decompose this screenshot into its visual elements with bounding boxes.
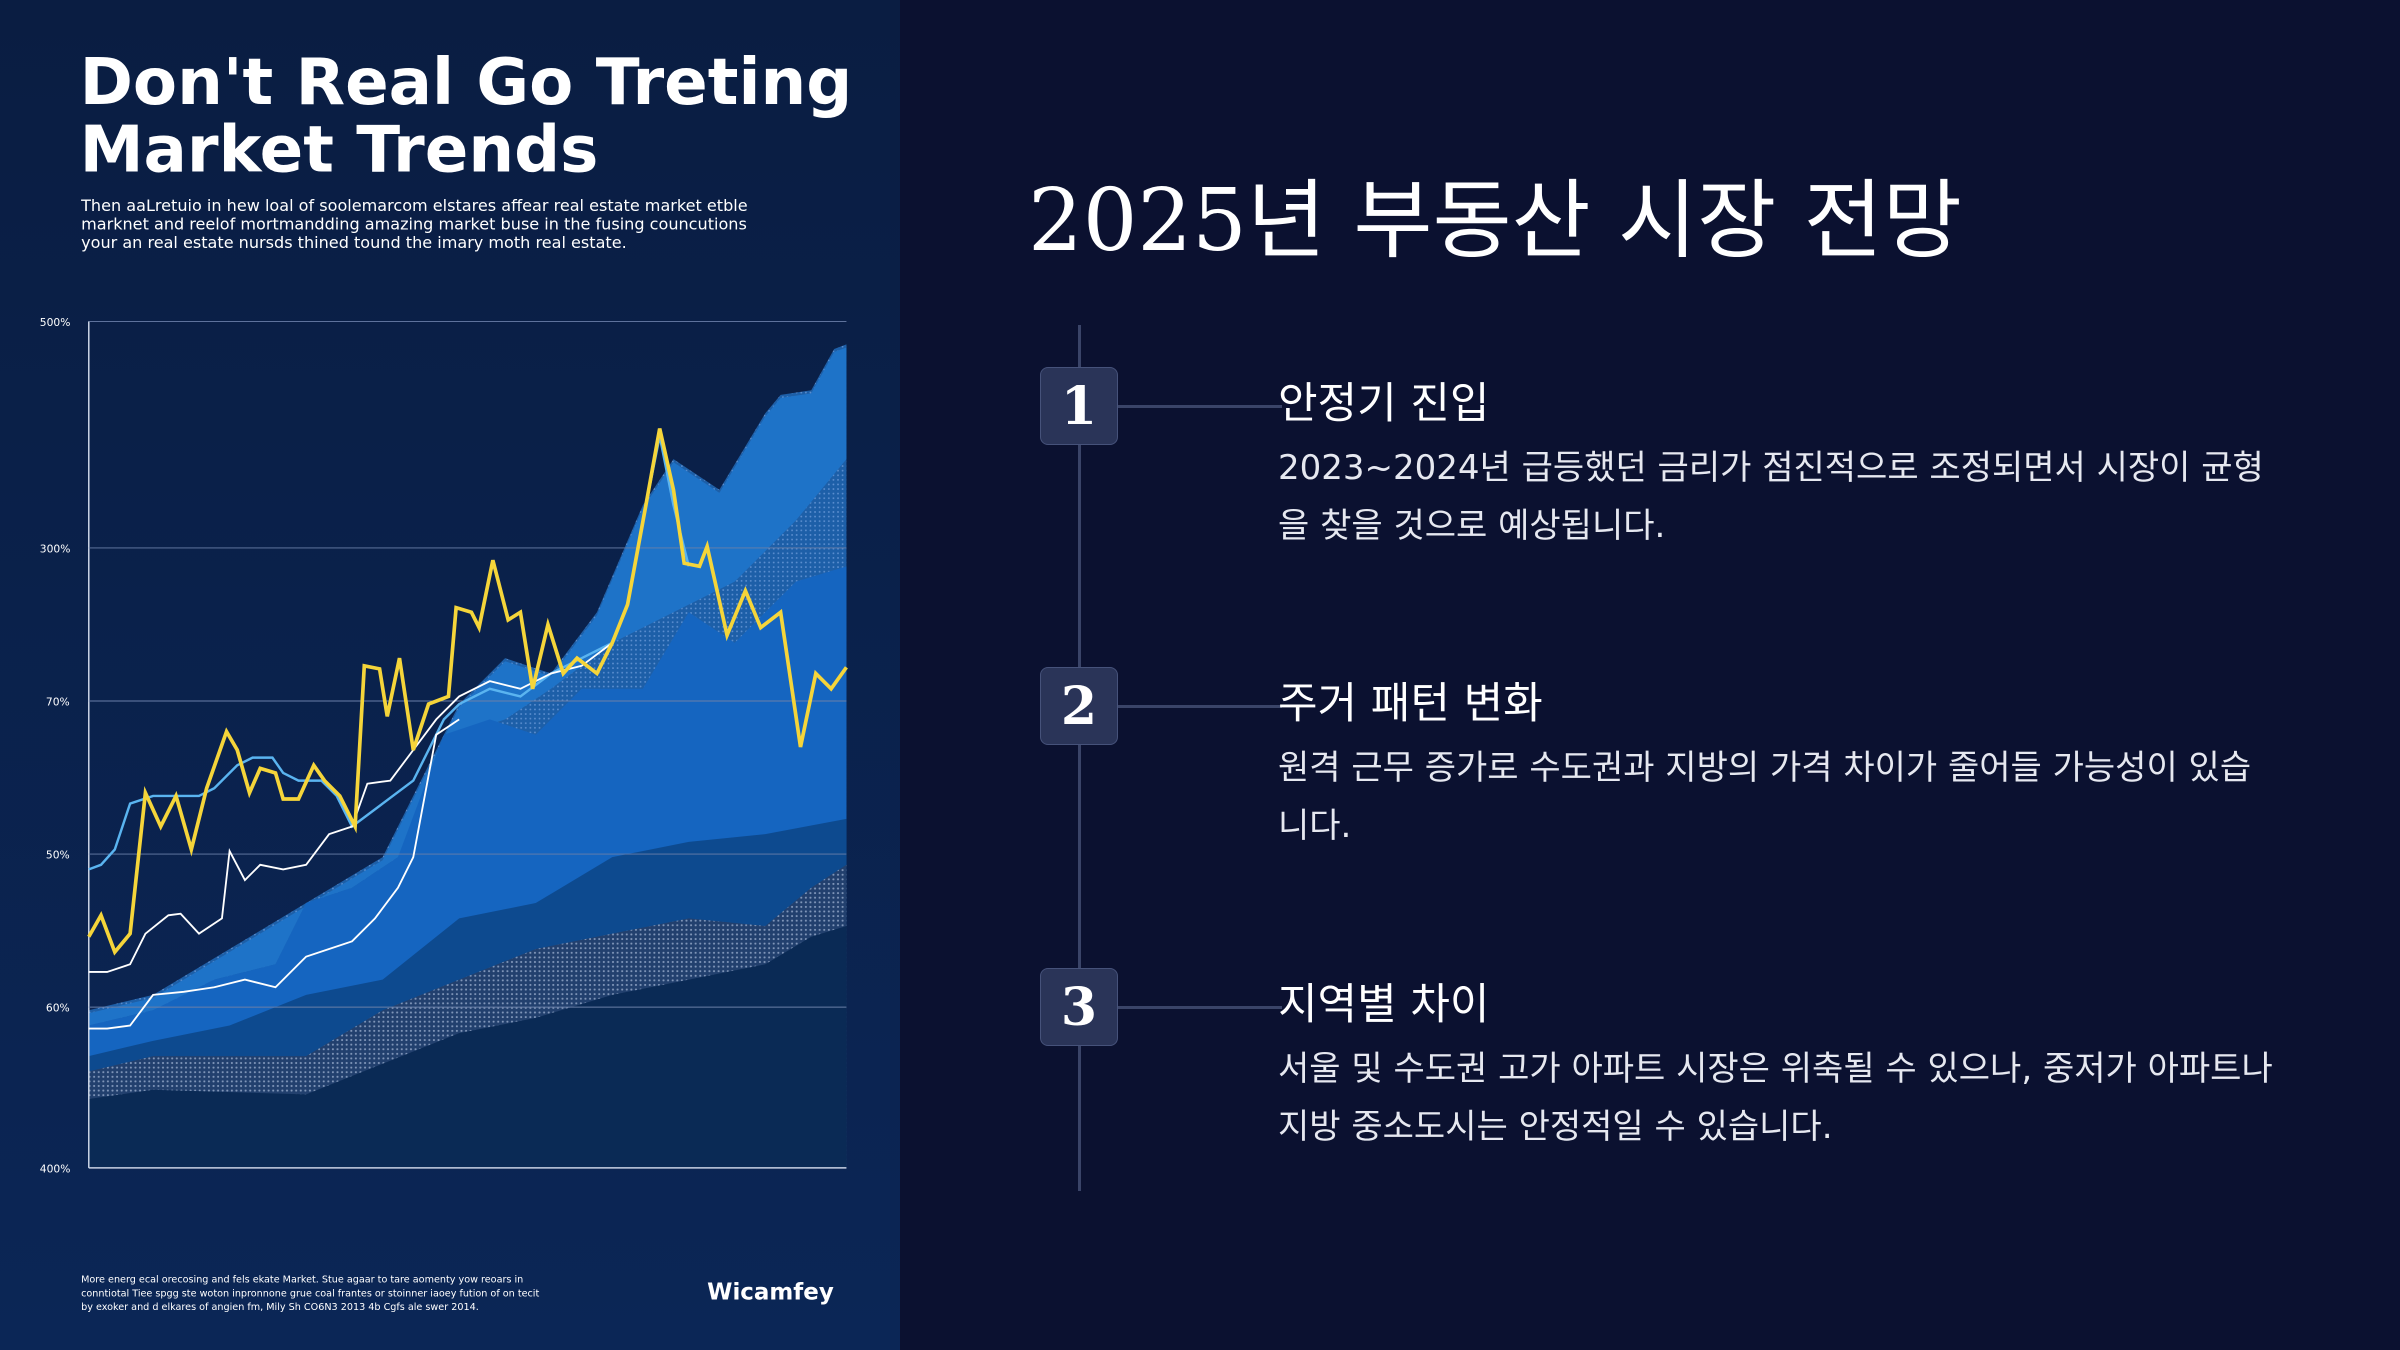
poster-chart: 500% 300% 70% 50% 60% 400% [40,316,848,1175]
poster-description: marknet and reelof mortmandding amazing … [81,215,747,234]
y-axis-label: 500% [40,316,71,329]
connector [1118,1006,1282,1009]
item-heading: 안정기 진입 [1278,379,1490,429]
poster-title: Don't Real Go Treting [80,45,853,120]
poster-description: Then aaLretuio in hew loal of soolemarco… [80,196,748,215]
area [88,926,847,1168]
connector [1118,705,1282,708]
poster-logo: Wicamfey [707,1279,834,1305]
y-axis-label: 400% [40,1162,71,1175]
y-axis-label: 300% [40,543,71,556]
item-heading: 주거 패턴 변화 [1278,679,1543,729]
slide-title: 2025년 부동산 시장 전망 [1028,171,1962,271]
timeline [1078,325,1081,1191]
connector [1118,405,1282,408]
line [88,642,613,973]
item-body: 서울 및 수도권 고가 아파트 시장은 위축될 수 있으나, 중저가 아파트나 … [1278,1049,2273,1147]
poster-description: your an real estate nursds thined tound … [81,233,627,252]
item-number: 1 [1040,367,1118,445]
item-body: 원격 근무 증가로 수도권과 지방의 가격 차이가 줄어들 가능성이 있습니다. [1278,748,2252,846]
y-axis-label: 70% [46,696,70,709]
item-heading: 지역별 차이 [1278,980,1490,1030]
line [88,718,460,1030]
line [87,428,848,956]
poster-footer: More energ ecal orecosing and fels ekate… [81,1275,523,1286]
poster-footer: by exoker and d elkares of angien fm, Mi… [81,1302,479,1313]
item-body: 2023~2024년 급등했던 금리가 점진적으로 조정되면서 시장이 균형을 … [1278,448,2264,546]
poster-footer: conntiotal Tiee spgg ste woton inpronnon… [81,1288,539,1299]
item-number: 3 [1040,968,1118,1046]
poster-title: Market Trends [80,112,599,187]
y-axis-label: 60% [46,1002,70,1015]
item-number: 2 [1040,667,1118,745]
poster-image: Don't Real Go Treting Market Trends Then… [0,0,900,1350]
y-axis-label: 50% [46,849,70,862]
area [88,347,847,1026]
